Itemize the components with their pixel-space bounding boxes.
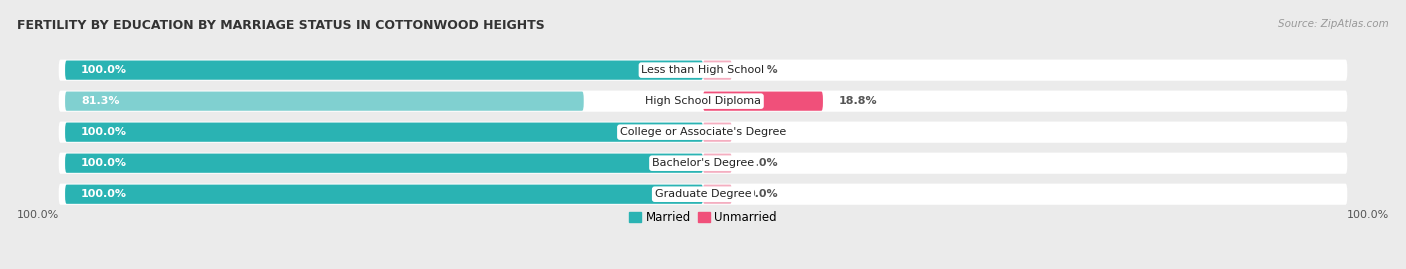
Text: 100.0%: 100.0% [82,65,127,75]
Text: 100.0%: 100.0% [17,210,59,220]
Text: 100.0%: 100.0% [82,189,127,199]
Text: Bachelor's Degree: Bachelor's Degree [652,158,754,168]
FancyBboxPatch shape [59,153,1347,174]
Text: 0.0%: 0.0% [748,127,779,137]
FancyBboxPatch shape [59,91,1347,112]
FancyBboxPatch shape [59,184,1347,205]
FancyBboxPatch shape [65,91,583,111]
FancyBboxPatch shape [703,91,823,111]
Text: 100.0%: 100.0% [82,158,127,168]
Text: 18.8%: 18.8% [839,96,877,106]
Text: Source: ZipAtlas.com: Source: ZipAtlas.com [1278,19,1389,29]
FancyBboxPatch shape [703,185,731,204]
Legend: Married, Unmarried: Married, Unmarried [624,206,782,228]
Text: Less than High School: Less than High School [641,65,765,75]
Text: 0.0%: 0.0% [748,189,779,199]
Text: College or Associate's Degree: College or Associate's Degree [620,127,786,137]
Text: 100.0%: 100.0% [1347,210,1389,220]
FancyBboxPatch shape [703,154,731,173]
FancyBboxPatch shape [703,123,731,142]
Text: 81.3%: 81.3% [82,96,120,106]
FancyBboxPatch shape [65,185,703,204]
Text: 0.0%: 0.0% [748,65,779,75]
FancyBboxPatch shape [65,123,703,142]
FancyBboxPatch shape [59,122,1347,143]
Text: FERTILITY BY EDUCATION BY MARRIAGE STATUS IN COTTONWOOD HEIGHTS: FERTILITY BY EDUCATION BY MARRIAGE STATU… [17,19,544,32]
Text: 100.0%: 100.0% [82,127,127,137]
Text: Graduate Degree: Graduate Degree [655,189,751,199]
Text: 0.0%: 0.0% [748,158,779,168]
Text: High School Diploma: High School Diploma [645,96,761,106]
FancyBboxPatch shape [59,59,1347,81]
FancyBboxPatch shape [703,61,731,80]
FancyBboxPatch shape [65,154,703,173]
FancyBboxPatch shape [65,61,703,80]
